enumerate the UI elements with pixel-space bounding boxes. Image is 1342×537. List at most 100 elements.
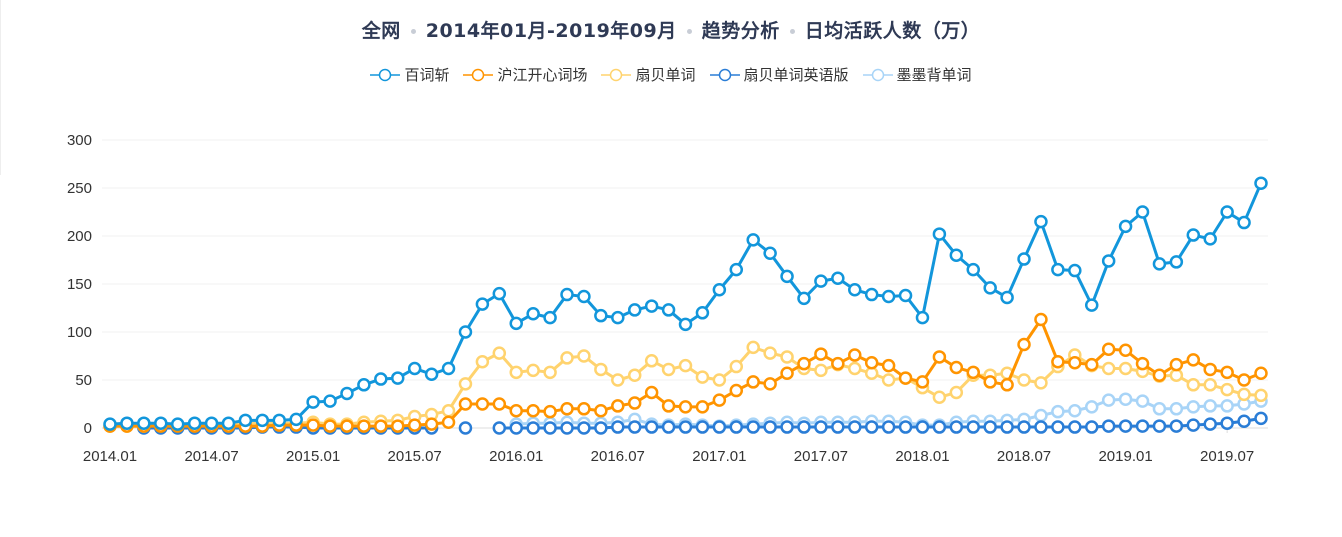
data-point[interactable] bbox=[407, 361, 422, 376]
data-point[interactable] bbox=[729, 420, 744, 434]
data-point[interactable] bbox=[1169, 357, 1184, 372]
data-point[interactable] bbox=[712, 373, 727, 387]
data-point[interactable] bbox=[848, 283, 862, 297]
data-point[interactable] bbox=[543, 365, 557, 380]
data-point[interactable] bbox=[949, 385, 964, 400]
data-point[interactable] bbox=[492, 397, 507, 411]
data-point[interactable] bbox=[1186, 353, 1201, 367]
data-point[interactable] bbox=[729, 383, 744, 398]
data-point[interactable] bbox=[1101, 419, 1116, 433]
data-point[interactable] bbox=[644, 354, 659, 368]
data-point[interactable] bbox=[763, 420, 777, 434]
data-point[interactable] bbox=[543, 421, 557, 435]
data-point[interactable] bbox=[1068, 420, 1082, 434]
data-point[interactable] bbox=[475, 397, 490, 411]
data-point[interactable] bbox=[1034, 408, 1048, 423]
data-point[interactable] bbox=[441, 403, 456, 418]
data-point[interactable] bbox=[1203, 399, 1217, 413]
data-point[interactable] bbox=[1118, 392, 1133, 406]
data-point[interactable] bbox=[1034, 420, 1048, 434]
data-point[interactable] bbox=[509, 421, 523, 435]
data-point[interactable] bbox=[1152, 419, 1167, 433]
data-point[interactable] bbox=[695, 306, 710, 320]
data-point[interactable] bbox=[831, 356, 845, 371]
data-point[interactable] bbox=[204, 416, 219, 430]
data-point[interactable] bbox=[560, 402, 574, 416]
data-point[interactable] bbox=[1152, 368, 1167, 382]
data-point[interactable] bbox=[560, 287, 574, 302]
data-point[interactable] bbox=[1000, 378, 1014, 392]
data-point[interactable] bbox=[1186, 418, 1201, 432]
data-point[interactable] bbox=[864, 420, 879, 434]
data-point[interactable] bbox=[627, 420, 642, 434]
data-point[interactable] bbox=[577, 402, 591, 416]
data-point[interactable] bbox=[1254, 176, 1268, 190]
data-point[interactable] bbox=[627, 368, 642, 382]
data-point[interactable] bbox=[1118, 361, 1133, 376]
data-point[interactable] bbox=[627, 303, 642, 317]
data-point[interactable] bbox=[357, 419, 371, 433]
data-point[interactable] bbox=[238, 413, 253, 428]
data-point[interactable] bbox=[814, 274, 828, 288]
data-point[interactable] bbox=[560, 421, 574, 435]
data-point[interactable] bbox=[881, 358, 896, 373]
data-point[interactable] bbox=[120, 416, 134, 430]
data-point[interactable] bbox=[1118, 343, 1133, 357]
data-point[interactable] bbox=[932, 420, 947, 434]
data-point[interactable] bbox=[577, 289, 591, 304]
data-point[interactable] bbox=[1000, 420, 1014, 434]
data-point[interactable] bbox=[966, 262, 980, 277]
data-point[interactable] bbox=[1017, 252, 1031, 266]
data-point[interactable] bbox=[1169, 419, 1184, 433]
data-point[interactable] bbox=[1084, 420, 1099, 434]
data-point[interactable] bbox=[644, 420, 659, 434]
data-point[interactable] bbox=[594, 362, 608, 377]
data-point[interactable] bbox=[1135, 419, 1150, 433]
data-point[interactable] bbox=[627, 396, 642, 410]
data-point[interactable] bbox=[780, 269, 794, 284]
data-point[interactable] bbox=[949, 360, 964, 375]
data-point[interactable] bbox=[678, 317, 693, 332]
data-point[interactable] bbox=[103, 417, 117, 431]
data-point[interactable] bbox=[983, 375, 997, 389]
data-point[interactable] bbox=[644, 299, 659, 313]
data-point[interactable] bbox=[509, 316, 523, 331]
data-point[interactable] bbox=[763, 246, 777, 261]
data-point[interactable] bbox=[949, 420, 964, 434]
data-point[interactable] bbox=[898, 288, 913, 303]
data-point[interactable] bbox=[509, 403, 523, 418]
data-point[interactable] bbox=[1186, 228, 1201, 242]
data-point[interactable] bbox=[864, 355, 879, 370]
data-point[interactable] bbox=[458, 377, 473, 391]
data-point[interactable] bbox=[1220, 416, 1234, 430]
data-point[interactable] bbox=[391, 371, 405, 385]
data-point[interactable] bbox=[1051, 262, 1065, 277]
data-point[interactable] bbox=[1220, 365, 1234, 380]
data-point[interactable] bbox=[831, 420, 845, 434]
data-point[interactable] bbox=[1220, 399, 1234, 413]
data-point[interactable] bbox=[1101, 393, 1116, 407]
legend-item-1[interactable]: 沪江开心词场 bbox=[463, 64, 587, 85]
data-point[interactable] bbox=[306, 395, 320, 409]
data-point[interactable] bbox=[1237, 387, 1251, 402]
data-point[interactable] bbox=[424, 367, 439, 381]
data-point[interactable] bbox=[983, 281, 997, 295]
data-point[interactable] bbox=[661, 362, 676, 377]
data-point[interactable] bbox=[746, 420, 760, 434]
data-point[interactable] bbox=[526, 307, 540, 321]
data-point[interactable] bbox=[374, 419, 388, 433]
data-point[interactable] bbox=[695, 400, 710, 414]
data-point[interactable] bbox=[797, 356, 811, 371]
data-point[interactable] bbox=[915, 420, 930, 434]
data-point[interactable] bbox=[1101, 361, 1116, 376]
data-point[interactable] bbox=[1203, 417, 1217, 431]
data-point[interactable] bbox=[848, 361, 862, 376]
data-point[interactable] bbox=[763, 377, 777, 391]
data-point[interactable] bbox=[881, 289, 896, 304]
data-point[interactable] bbox=[1237, 215, 1251, 230]
data-point[interactable] bbox=[1084, 357, 1099, 372]
data-point[interactable] bbox=[678, 400, 693, 414]
data-point[interactable] bbox=[509, 365, 523, 380]
data-point[interactable] bbox=[1118, 419, 1133, 433]
data-point[interactable] bbox=[323, 419, 337, 433]
